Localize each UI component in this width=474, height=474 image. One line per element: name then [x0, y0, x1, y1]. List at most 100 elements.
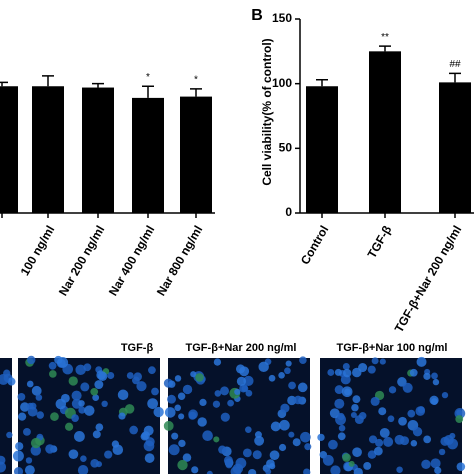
error-bar: [379, 45, 391, 52]
x-tick-label: Nar 200 ng/ml: [56, 223, 107, 298]
cell: [379, 427, 390, 438]
image-label: TGF-β+Nar 200 ng/ml: [186, 342, 297, 354]
cell: [0, 373, 9, 385]
bar: [306, 86, 338, 213]
cell: [327, 369, 335, 376]
error-bar: [0, 81, 8, 87]
cell: [407, 409, 416, 418]
cell: [334, 385, 344, 395]
cell: [30, 445, 42, 456]
cell: [266, 459, 275, 468]
cell: [352, 395, 361, 404]
bar: [82, 87, 114, 213]
cell: [94, 380, 104, 390]
cell: [68, 449, 79, 460]
cell: [144, 453, 155, 463]
cell: [78, 400, 85, 407]
cell: [268, 374, 276, 382]
cell: [232, 463, 244, 474]
error-bar: [190, 88, 202, 97]
y-axis-label: Cell viability(% of control): [260, 38, 274, 185]
error-bar: [142, 85, 154, 98]
cell: [107, 371, 115, 380]
cell: [337, 432, 346, 441]
cell: [409, 368, 418, 377]
cell: [7, 377, 16, 386]
cell: [351, 403, 359, 412]
annotation: ##: [449, 59, 461, 70]
cell: [55, 398, 67, 410]
cell: [334, 398, 345, 409]
cell: [241, 385, 249, 392]
cell: [223, 455, 233, 465]
cell: [234, 388, 241, 395]
cell: [168, 380, 176, 388]
cell: [140, 432, 149, 441]
cell: [178, 413, 185, 420]
cell: [358, 363, 368, 373]
cell: [92, 430, 101, 439]
cell: [248, 468, 257, 474]
cell: [329, 408, 340, 419]
cell: [213, 358, 222, 366]
cell: [371, 357, 379, 365]
cell: [178, 439, 186, 448]
cell: [84, 405, 95, 416]
cell: [153, 406, 164, 418]
cell: [441, 391, 449, 399]
cell: [367, 365, 376, 374]
cell: [278, 371, 285, 379]
cell: [168, 444, 180, 456]
cell: [443, 435, 454, 445]
cell: [30, 437, 42, 449]
cell: [242, 448, 252, 458]
annotation: **: [381, 32, 389, 43]
cell: [300, 431, 311, 443]
cell: [90, 387, 99, 396]
cell: [218, 445, 227, 454]
cell: [126, 372, 134, 379]
cell: [423, 435, 432, 444]
cell: [227, 399, 234, 407]
cell: [191, 466, 199, 474]
cell: [97, 371, 108, 382]
cell: [206, 470, 213, 474]
cell: [163, 420, 174, 431]
cell: [375, 438, 384, 447]
cell: [297, 382, 308, 393]
y-tick-label: 150: [272, 11, 292, 25]
cell: [199, 398, 207, 407]
cell: [396, 466, 403, 473]
cell: [71, 414, 79, 422]
cell: [258, 361, 269, 373]
cell: [177, 392, 186, 400]
cell: [328, 439, 338, 450]
cell: [337, 412, 345, 421]
cell: [388, 386, 397, 394]
cell: [348, 460, 355, 467]
cell: [48, 361, 57, 370]
cell: [27, 355, 36, 365]
cell: [101, 400, 108, 408]
cell: [71, 390, 82, 401]
cell: [334, 368, 342, 376]
cell: [342, 363, 350, 371]
cell: [304, 443, 312, 451]
cell: [379, 358, 386, 365]
cell: [421, 459, 431, 470]
cell: [25, 457, 33, 464]
cell: [17, 393, 26, 401]
cell: [245, 426, 252, 433]
cell: [338, 424, 346, 432]
cell: [269, 450, 280, 461]
cell: [36, 411, 45, 419]
cell: [430, 398, 438, 405]
cell: [342, 453, 351, 462]
cell: [54, 355, 63, 365]
cell: [417, 406, 425, 414]
cell: [220, 412, 230, 422]
cell: [202, 430, 213, 441]
cell: [136, 381, 147, 392]
cell: [270, 421, 281, 432]
